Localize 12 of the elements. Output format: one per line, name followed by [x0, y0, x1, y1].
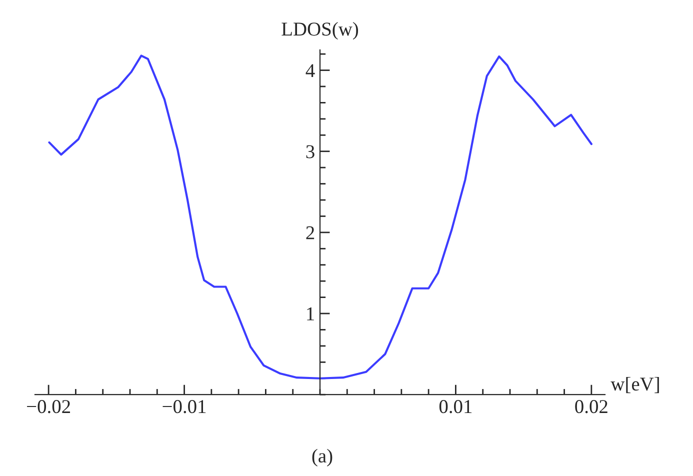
y-tick-label: 1 [307, 307, 314, 320]
x-tick-label: 0.02 [575, 400, 608, 414]
y-tick-label: 3 [306, 145, 314, 158]
x-axis-title: w[eV] [610, 376, 659, 394]
y-tick-label: 4 [306, 64, 315, 77]
y-tick-label: 2 [306, 226, 314, 240]
y-axis-title: LDOS(w) [282, 22, 358, 40]
line-series [48, 54, 592, 380]
text: (a) [312, 448, 332, 466]
x-tick-label: 0.01 [439, 400, 472, 414]
x-tick-label: −0.01 [162, 400, 206, 414]
x-tick-label: −0.02 [27, 400, 70, 414]
